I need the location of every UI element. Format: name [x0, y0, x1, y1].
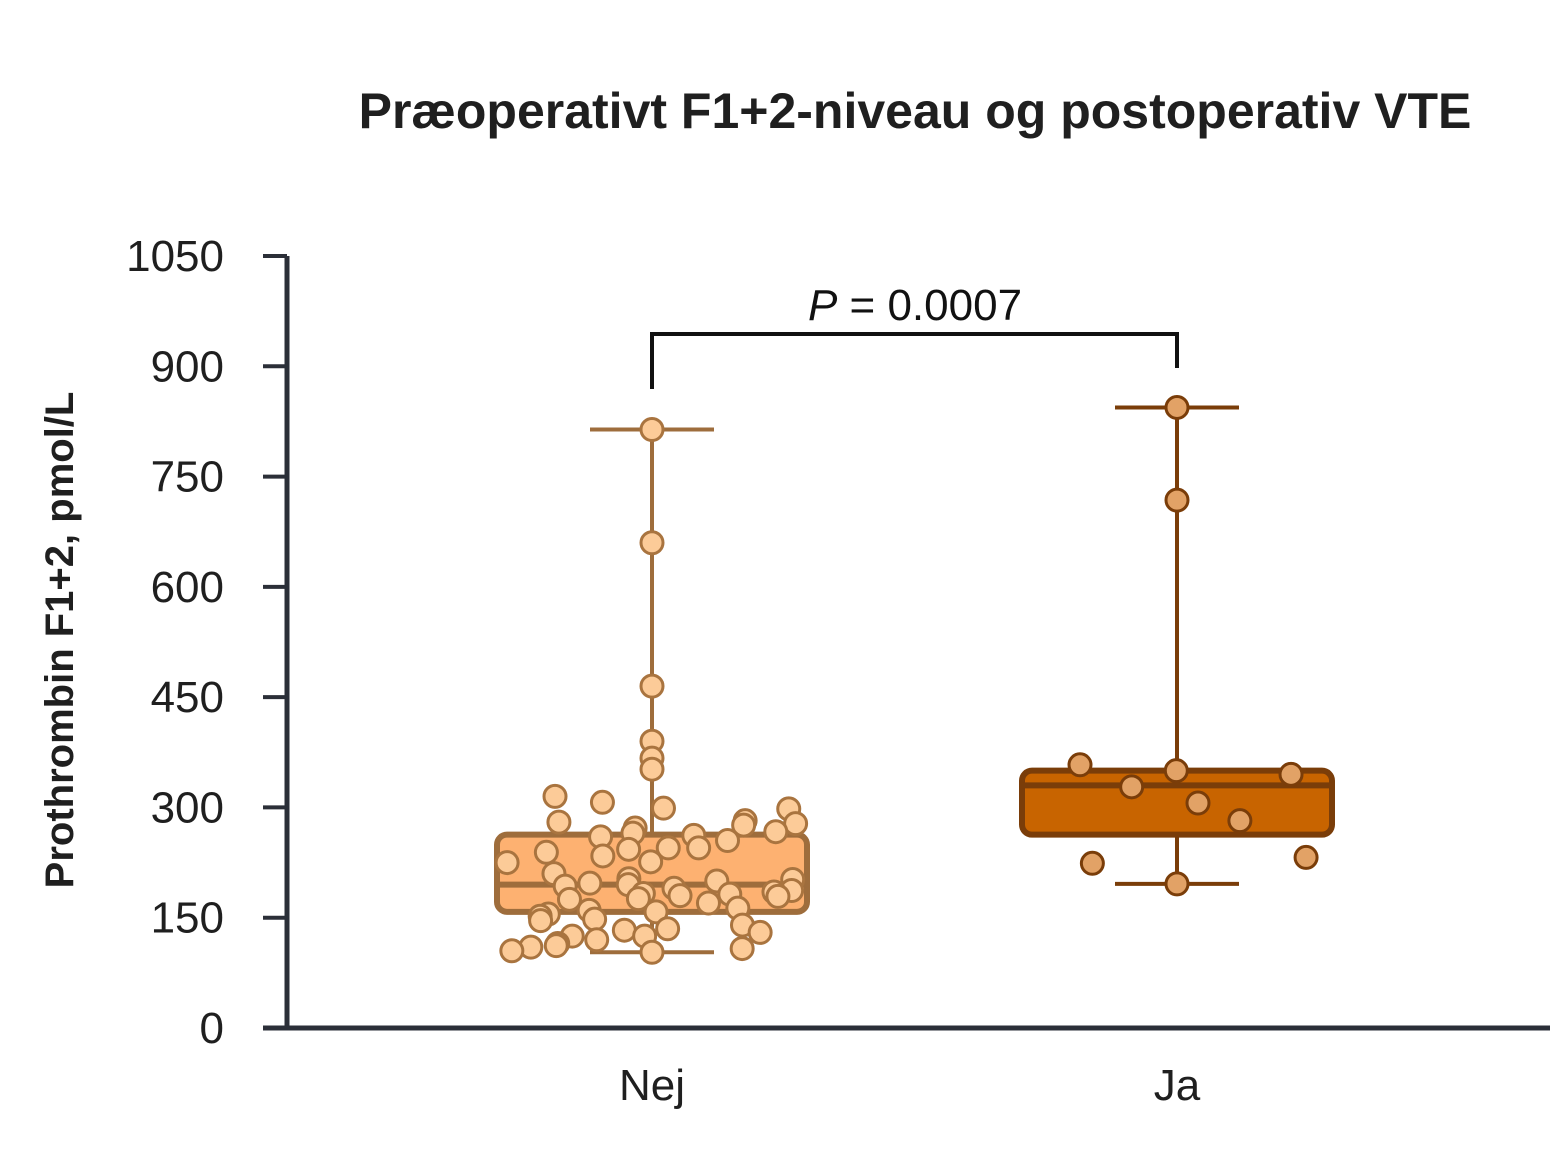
data-point	[1119, 774, 1145, 800]
data-point	[1164, 487, 1190, 513]
data-point	[584, 927, 610, 953]
data-point	[1185, 790, 1211, 816]
data-point	[611, 917, 637, 943]
data-point	[639, 939, 665, 965]
y-axis-label: Prothrombin F1+2, pmol/L	[38, 392, 82, 889]
y-tick-label: 0	[200, 1004, 224, 1053]
y-tick-label: 450	[151, 673, 224, 722]
data-point	[715, 828, 741, 854]
data-point	[1079, 850, 1105, 876]
x-category-label: Nej	[619, 1061, 685, 1110]
p-value-label: P = 0.0007	[808, 281, 1022, 330]
data-point	[625, 886, 651, 912]
data-point	[639, 673, 665, 699]
data-point	[763, 819, 789, 845]
data-point	[1227, 808, 1253, 834]
data-point	[546, 809, 572, 835]
data-point	[729, 936, 755, 962]
data-point	[639, 417, 665, 443]
data-point	[686, 835, 712, 861]
data-point	[639, 756, 665, 782]
y-tick-label: 750	[151, 453, 224, 502]
data-point	[667, 883, 693, 909]
significance-bracket: P = 0.0007	[650, 281, 1179, 389]
data-point	[1164, 871, 1190, 897]
data-point	[731, 812, 757, 838]
y-tick-label: 600	[151, 563, 224, 612]
data-point	[765, 883, 791, 909]
box-group	[494, 417, 810, 965]
data-point	[1067, 752, 1093, 778]
plot-area: Nej Ja	[494, 394, 1335, 1110]
data-point	[543, 933, 569, 959]
data-point	[556, 886, 582, 912]
y-tick-label: 1050	[126, 232, 224, 281]
y-tick-label: 150	[151, 894, 224, 943]
y-tick-label: 300	[151, 783, 224, 832]
data-point	[1278, 761, 1304, 787]
data-point	[643, 899, 669, 925]
data-point	[494, 850, 520, 876]
data-point	[590, 843, 616, 869]
data-point	[1293, 844, 1319, 870]
data-point	[528, 908, 554, 934]
data-point	[655, 835, 681, 861]
y-axis-ticks: 0 150 300 450 600 750 900 1050	[126, 232, 287, 1053]
data-point	[616, 836, 642, 862]
data-point	[1163, 758, 1189, 784]
data-point	[542, 783, 568, 809]
y-tick-label: 900	[151, 342, 224, 391]
data-point	[655, 916, 681, 942]
box-group	[1019, 394, 1335, 897]
data-point	[533, 839, 559, 865]
data-point	[638, 849, 664, 875]
data-point	[695, 890, 721, 916]
data-point	[499, 938, 525, 964]
data-point	[747, 919, 773, 945]
data-point	[639, 530, 665, 556]
x-category-label: Ja	[1154, 1061, 1201, 1110]
data-point	[582, 906, 608, 932]
chart-title: Præoperativt F1+2-niveau og postoperativ…	[359, 83, 1472, 139]
data-point	[577, 870, 603, 896]
data-point	[1164, 394, 1190, 420]
bracket-line	[650, 332, 1179, 389]
data-point	[650, 795, 676, 821]
data-point	[589, 789, 615, 815]
